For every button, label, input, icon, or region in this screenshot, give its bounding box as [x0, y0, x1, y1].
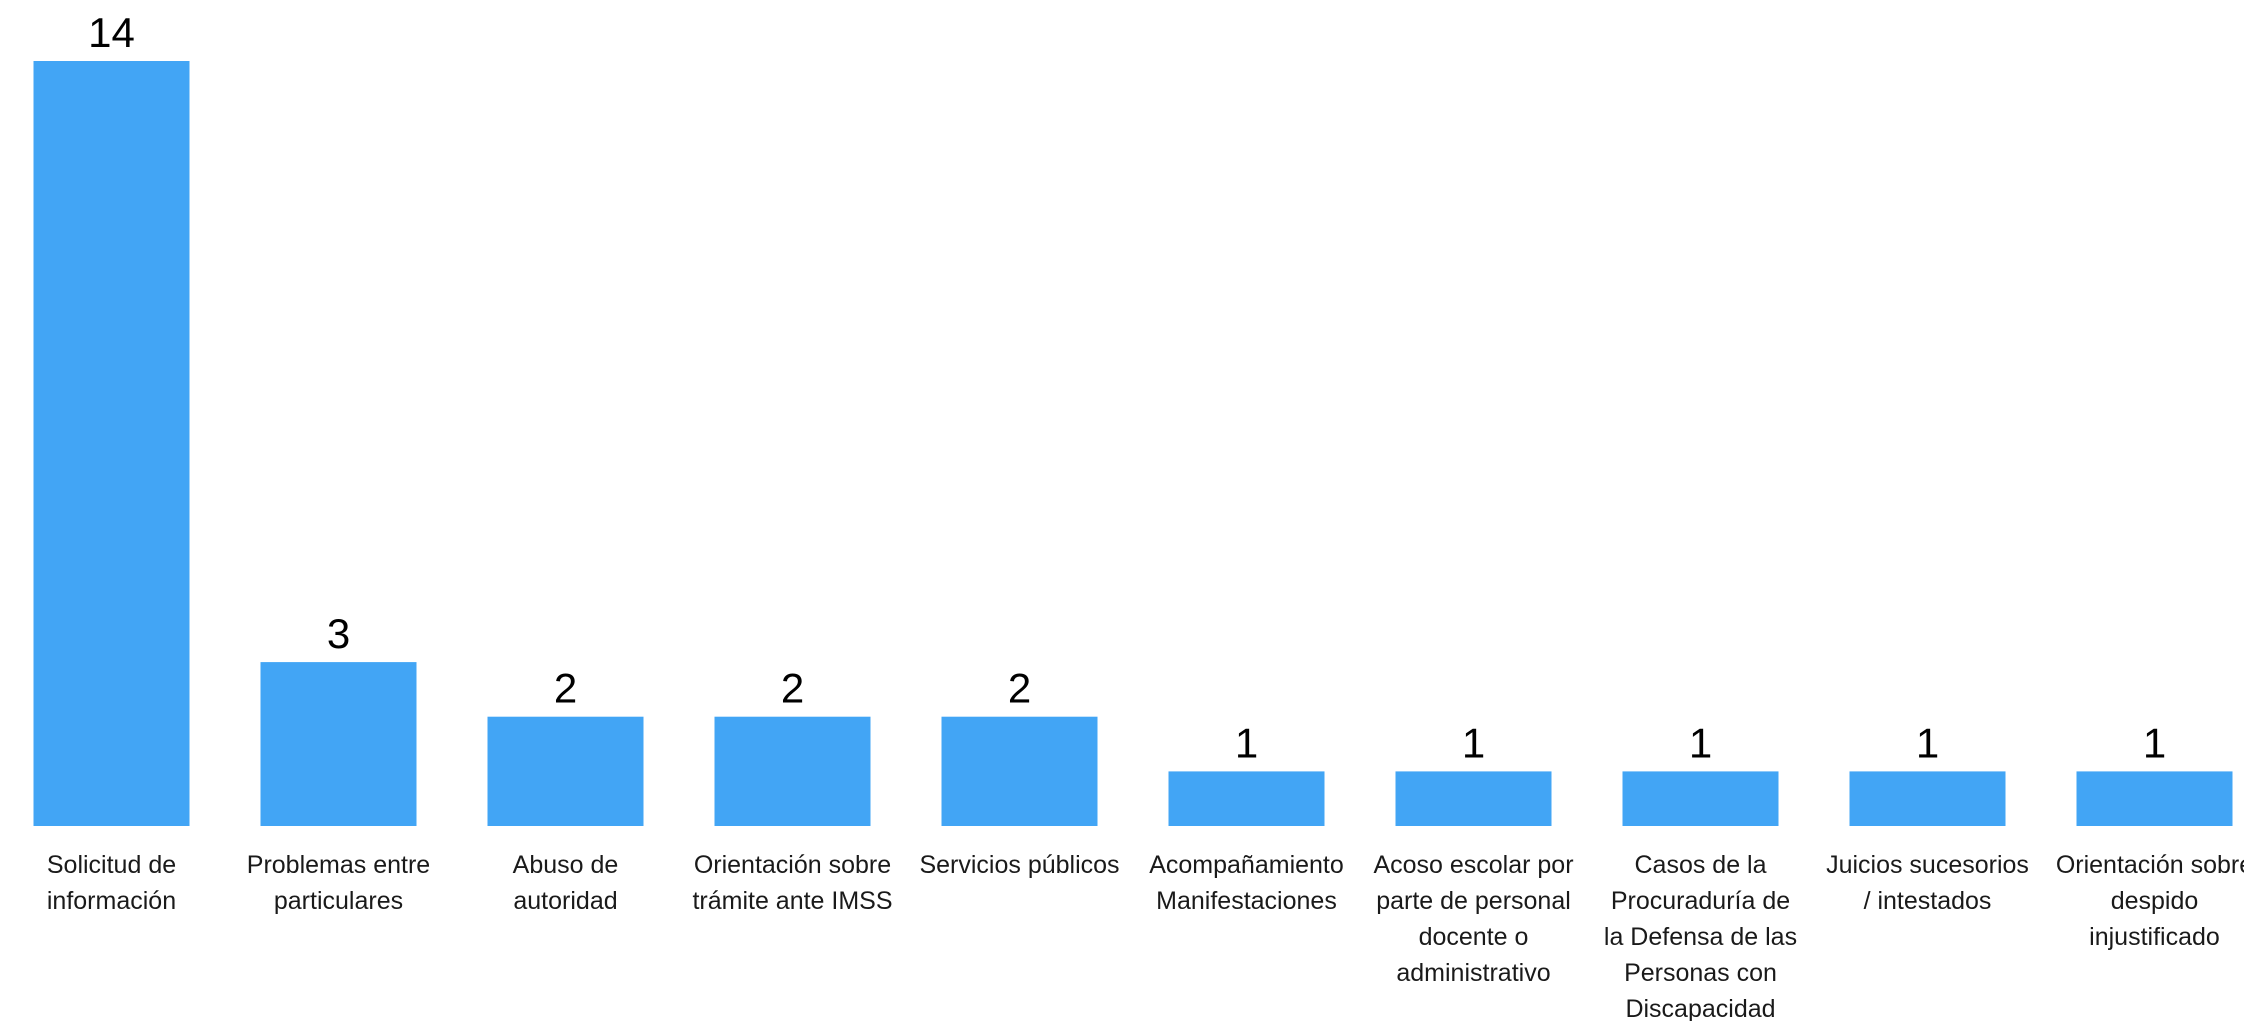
- category-label-4: Orientación sobre trámite ante IMSS: [692, 851, 892, 915]
- bar-9: [1849, 771, 2006, 826]
- category-label-line: docente o: [1419, 923, 1529, 951]
- category-label-line: Juicios sucesorios: [1826, 851, 2029, 879]
- bar-8: [1622, 771, 1779, 826]
- value-labels-layer: 14 3 2 2 2 1 1 1 1 1: [88, 9, 2166, 766]
- data-label-1: 14: [88, 9, 135, 56]
- bar-10: [2076, 771, 2233, 826]
- category-label-line: injustificado: [2089, 923, 2220, 951]
- category-label-8: Casos de la Procuraduría de la Defensa de …: [1604, 851, 1797, 1021]
- category-label-10: Orientación sobre despido injustificado: [2056, 851, 2244, 951]
- bars-layer: [33, 61, 2233, 826]
- data-label-9: 1: [1916, 719, 1939, 766]
- category-label-line: Solicitud de: [47, 851, 176, 879]
- category-label-line: particulares: [274, 887, 403, 915]
- category-label-9: Juicios sucesorios / intestados: [1826, 851, 2029, 915]
- category-label-line: Acompañamiento: [1149, 851, 1344, 879]
- category-label-line: Personas con: [1624, 959, 1777, 987]
- bar-4: [714, 716, 871, 826]
- category-label-line: la Defensa de las: [1604, 923, 1797, 951]
- category-label-line: administrativo: [1396, 959, 1550, 987]
- category-label-line: Orientación sobre: [694, 851, 891, 879]
- data-label-2: 3: [327, 610, 350, 657]
- bar-2: [260, 662, 417, 826]
- category-labels-layer: Solicitud de información Problemas entre pa…: [47, 851, 2244, 1021]
- bar-7: [1395, 771, 1552, 826]
- data-label-10: 1: [2143, 719, 2166, 766]
- category-label-line: Discapacidad: [1625, 995, 1775, 1021]
- category-label-line: autoridad: [513, 887, 617, 915]
- category-label-line: Casos de la: [1634, 851, 1766, 879]
- category-label-1: Solicitud de información: [47, 851, 176, 915]
- data-label-7: 1: [1462, 719, 1485, 766]
- category-label-line: información: [47, 887, 176, 915]
- data-label-4: 2: [781, 665, 804, 712]
- category-label-line: trámite ante IMSS: [692, 887, 892, 915]
- category-label-line: Procuraduría de: [1611, 887, 1790, 915]
- bar-6: [1168, 771, 1325, 826]
- category-label-line: Orientación sobre: [2056, 851, 2244, 879]
- category-label-line: Abuso de: [513, 851, 619, 879]
- data-label-6: 1: [1235, 719, 1258, 766]
- bar-5: [941, 716, 1098, 826]
- category-label-2: Problemas entre particulares: [247, 851, 430, 915]
- category-label-line: Servicios públicos: [919, 851, 1119, 879]
- category-label-line: Problemas entre: [247, 851, 430, 879]
- category-label-6: Acompañamiento Manifestaciones: [1149, 851, 1344, 915]
- bar-1: [33, 61, 190, 826]
- category-label-line: parte de personal: [1376, 887, 1571, 915]
- bar-3: [487, 716, 644, 826]
- category-label-7: Acoso escolar por parte de personal docent…: [1373, 851, 1573, 987]
- category-label-3: Abuso de autoridad: [513, 851, 619, 915]
- data-label-8: 1: [1689, 719, 1712, 766]
- data-label-5: 2: [1008, 665, 1031, 712]
- category-label-line: despido: [2111, 887, 2199, 915]
- category-label-line: Acoso escolar por: [1373, 851, 1573, 879]
- category-label-5: Servicios públicos: [919, 851, 1119, 879]
- category-label-line: Manifestaciones: [1156, 887, 1337, 915]
- data-label-3: 2: [554, 665, 577, 712]
- category-label-line: / intestados: [1864, 887, 1992, 915]
